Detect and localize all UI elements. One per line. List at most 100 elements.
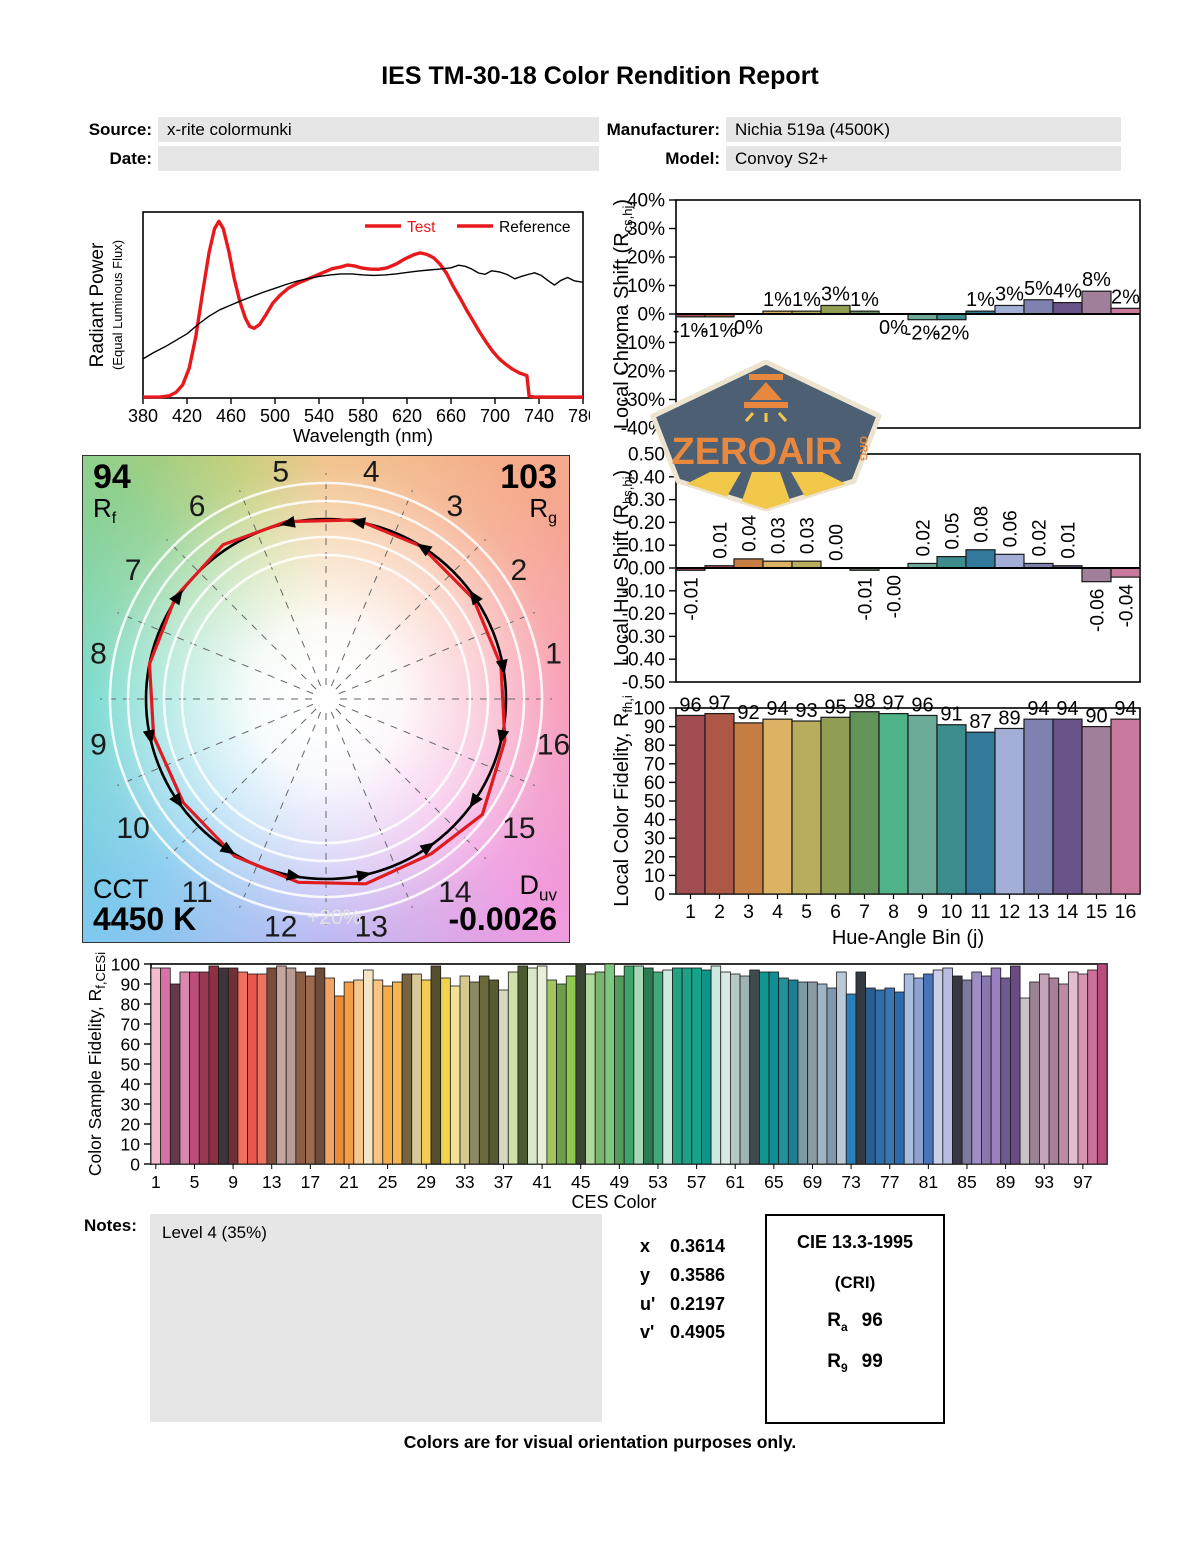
zeroair-logo: ZEROAIR ORG — [648, 359, 884, 512]
duv-label: Duv — [519, 869, 557, 905]
bar-37 — [498, 989, 509, 1165]
svg-text:0%: 0% — [734, 317, 763, 339]
source-field[interactable]: x-rite colormunki — [158, 117, 599, 142]
bar-6 — [820, 716, 851, 895]
bar-7 — [208, 965, 219, 1165]
svg-text:2%: 2% — [1111, 286, 1140, 308]
svg-text:0.20: 0.20 — [628, 513, 665, 534]
bar-53 — [652, 971, 664, 1165]
bar-56 — [681, 967, 693, 1165]
svg-text:49: 49 — [610, 1172, 629, 1192]
svg-text:3: 3 — [447, 490, 464, 523]
bar-8 — [218, 967, 229, 1165]
bar-91 — [1019, 997, 1031, 1165]
local-fidelity-chart: 100 90 80 70 60 50 40 30 20 10 0 96 1 97 2 92 3 94 4 93 5 95 6… — [612, 694, 1157, 950]
bar-48 — [604, 963, 615, 1165]
bar-27 — [401, 973, 413, 1165]
bar-19 — [324, 977, 335, 1165]
date-field[interactable] — [158, 146, 599, 171]
bar-11 — [965, 731, 996, 895]
notes-box[interactable]: Level 4 (35%) — [150, 1214, 602, 1422]
ces-fidelity-chart: 100 90 80 70 60 50 40 30 20 10 0 1 5 9 13 17 21 25 29 33 37 4… — [85, 952, 1120, 1208]
svg-text:17: 17 — [301, 1172, 320, 1192]
svg-text:10: 10 — [644, 866, 665, 887]
bar-23 — [363, 969, 374, 1165]
svg-text:3%: 3% — [995, 283, 1024, 305]
bar-15 — [1081, 725, 1112, 895]
svg-text:4: 4 — [772, 901, 783, 923]
duv-readout: Duv -0.0026 — [448, 869, 557, 936]
test-vector-polygon — [147, 518, 507, 886]
svg-text:9: 9 — [228, 1172, 238, 1192]
svg-text:20: 20 — [644, 847, 665, 868]
svg-text:45: 45 — [571, 1172, 590, 1192]
bar-62 — [739, 975, 751, 1165]
svg-text:4: 4 — [363, 456, 380, 488]
svg-text:94: 94 — [1056, 698, 1078, 720]
bar-63 — [749, 969, 760, 1165]
svg-text:87: 87 — [969, 711, 991, 733]
svg-text:50: 50 — [644, 792, 665, 813]
bar-77 — [884, 987, 895, 1165]
bar-51 — [633, 965, 644, 1165]
bar-90 — [1010, 965, 1021, 1165]
svg-text:-0.30: -0.30 — [622, 627, 665, 648]
bar-10 — [936, 724, 967, 895]
svg-text:60: 60 — [121, 1035, 141, 1055]
svg-text:57: 57 — [687, 1172, 706, 1192]
ces-bars — [150, 963, 1108, 1165]
bar-83 — [942, 967, 953, 1165]
chroma-shift-chart: 40% 30% 20% 10% 0% -10% -20% -30% -40% -1% -1% 0% 1%… — [612, 186, 1157, 442]
svg-text:100: 100 — [633, 699, 665, 720]
bar-13 — [266, 967, 277, 1165]
bar-87 — [981, 975, 992, 1165]
svg-text:Test: Test — [407, 219, 436, 236]
manufacturer-field[interactable]: Nichia 519a (4500K) — [726, 117, 1121, 142]
bar-52 — [643, 967, 654, 1165]
rf-value: 94 — [93, 458, 131, 496]
svg-text:Local Color Fidelity, Rfh,i: Local Color Fidelity, Rfh,i — [612, 695, 635, 907]
bar-89 — [1000, 977, 1011, 1165]
svg-text:14: 14 — [438, 876, 471, 909]
svg-text:0.03: 0.03 — [769, 517, 790, 554]
bar-72 — [836, 971, 847, 1165]
svg-text:25: 25 — [378, 1172, 397, 1192]
svg-text:37: 37 — [494, 1172, 513, 1192]
bar-5 — [189, 971, 200, 1165]
bar-35 — [478, 975, 490, 1165]
svg-text:Hue-Angle Bin (j): Hue-Angle Bin (j) — [832, 927, 984, 949]
model-field[interactable]: Convoy S2+ — [726, 146, 1121, 171]
spd-series-reference — [142, 264, 584, 360]
svg-text:40%: 40% — [627, 191, 665, 212]
svg-text:16: 16 — [537, 728, 569, 761]
svg-text:-1%: -1% — [673, 320, 709, 342]
bar-20 — [334, 995, 345, 1165]
model-label: Model: — [665, 149, 720, 168]
cct-label: CCT — [93, 873, 149, 904]
svg-text:0.06: 0.06 — [1001, 510, 1022, 547]
bar-58 — [701, 969, 712, 1165]
svg-text:-0.10: -0.10 — [622, 581, 665, 602]
svg-text:94: 94 — [1114, 698, 1136, 720]
svg-text:-2%: -2% — [905, 323, 941, 345]
svg-text:500: 500 — [260, 406, 290, 426]
svg-text:-0.50: -0.50 — [622, 673, 665, 694]
svg-text:460: 460 — [216, 406, 246, 426]
svg-text:0.01: 0.01 — [1059, 522, 1080, 559]
bar-43 — [556, 983, 567, 1165]
color-vector-graphic: 1 2 3 4 5 6 7 8 9 10 11 12 13 14 15 16 +20% 94 Rf 103 Rg… — [82, 455, 570, 943]
svg-text:5: 5 — [272, 456, 289, 488]
bar-13 — [1023, 718, 1054, 895]
svg-text:Reference: Reference — [499, 219, 571, 236]
svg-text:Wavelength (nm): Wavelength (nm) — [293, 425, 433, 446]
chromaticity-v: v' 0.4905 — [640, 1322, 726, 1342]
svg-text:1%: 1% — [763, 289, 792, 311]
svg-text:Color Sample Fidelity, Rf,CESi: Color Sample Fidelity, Rf,CESi — [85, 952, 108, 1176]
bar-5 — [791, 720, 822, 895]
bar-50 — [623, 965, 635, 1165]
svg-text:15: 15 — [502, 812, 535, 845]
svg-text:95: 95 — [824, 696, 846, 718]
bar-75 — [865, 987, 876, 1165]
